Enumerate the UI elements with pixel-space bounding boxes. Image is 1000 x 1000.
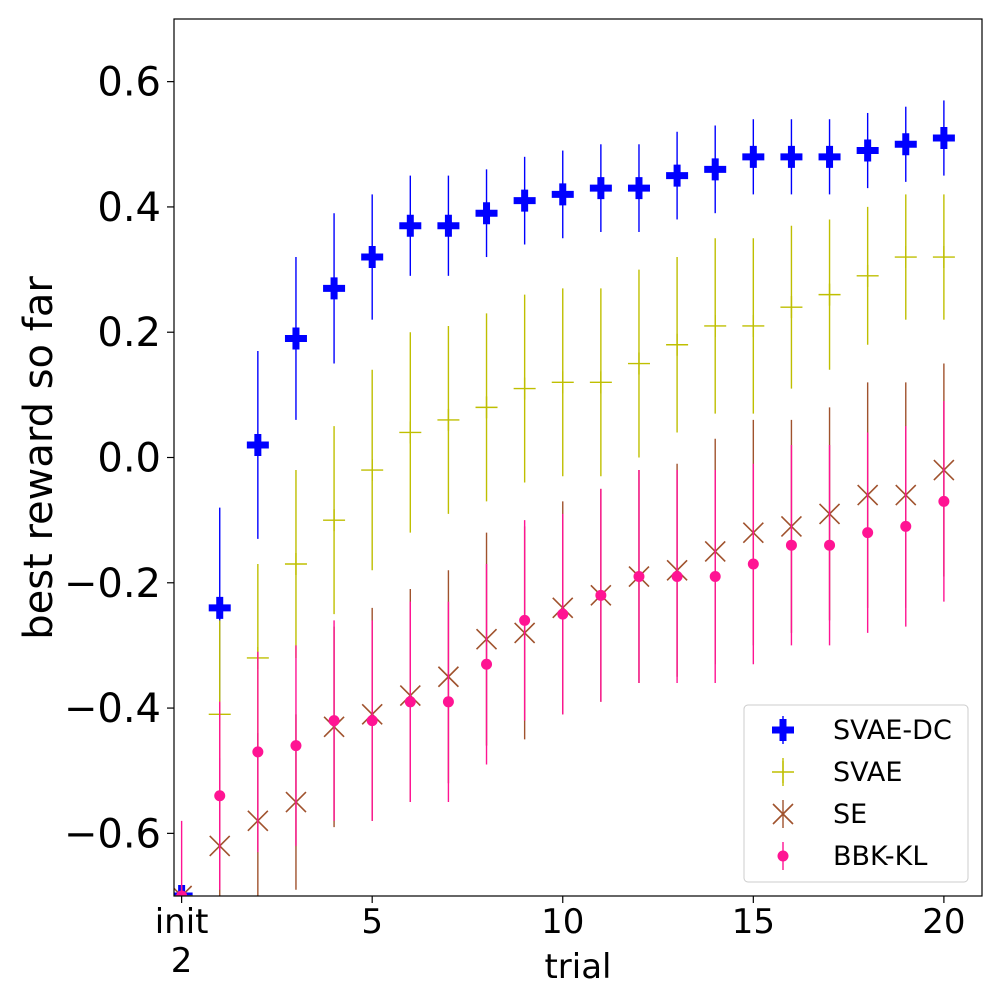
legend-label: SVAE (833, 757, 902, 788)
legend-item: SE (772, 799, 867, 830)
legend-label: BBK-KL (833, 841, 927, 872)
series-svae-dc (174, 100, 955, 896)
data-point (475, 396, 498, 419)
data-point (938, 495, 950, 507)
data-point (932, 246, 955, 269)
data-point (747, 558, 759, 570)
x-tick-label: 20 (922, 902, 965, 942)
x-tick-label: init (155, 902, 209, 942)
legend-marker (772, 761, 794, 783)
data-point (513, 189, 536, 212)
data-point (366, 715, 378, 727)
data-point (252, 746, 264, 758)
data-point (894, 133, 917, 156)
legend-label: SVAE-DC (833, 715, 952, 746)
data-point (284, 327, 307, 350)
data-point (785, 539, 797, 551)
data-point (551, 371, 574, 394)
data-point (174, 885, 193, 896)
data-point (246, 433, 269, 456)
data-point (284, 552, 307, 575)
data-point (290, 740, 302, 752)
data-point (551, 183, 574, 206)
data-point (818, 145, 841, 168)
y-tick-label: −0.6 (64, 811, 161, 857)
series-svae (174, 194, 955, 896)
x-axis-title: trial (544, 947, 611, 987)
plot-area (174, 100, 955, 896)
data-point (557, 608, 569, 620)
data-point (595, 589, 607, 601)
data-point (437, 408, 460, 431)
data-point (704, 158, 727, 181)
data-point (780, 296, 803, 319)
data-point (323, 509, 346, 532)
data-point (361, 459, 384, 482)
legend-item: SVAE (772, 757, 902, 788)
legend-marker (777, 850, 789, 862)
data-point (323, 277, 346, 300)
data-point (404, 696, 416, 708)
data-point (399, 214, 422, 237)
legend-item: BBK-KL (777, 841, 927, 872)
data-point (589, 371, 612, 394)
y-tick-label: 0.6 (97, 60, 161, 106)
legend-item: SVAE-DC (772, 715, 952, 746)
data-point (208, 596, 231, 619)
y-tick-label: −0.2 (64, 561, 161, 607)
data-point (589, 177, 612, 200)
legend-box (743, 704, 969, 883)
data-point (328, 715, 340, 727)
data-point (932, 127, 955, 150)
data-point (666, 333, 689, 356)
legend-marker (772, 803, 794, 825)
data-point (627, 177, 650, 200)
x-tick-label-line2: 2 (171, 941, 193, 981)
data-point (633, 571, 645, 583)
data-point (176, 890, 188, 896)
data-point (361, 246, 384, 269)
data-point (214, 790, 226, 802)
data-point (475, 202, 498, 225)
data-point (742, 145, 765, 168)
x-tick-label: 10 (541, 902, 584, 942)
data-marks (174, 100, 955, 896)
data-point (824, 539, 836, 551)
data-point (481, 658, 493, 670)
data-point (519, 614, 531, 626)
legend-label: SE (833, 799, 867, 830)
data-point (704, 314, 727, 337)
data-point (894, 246, 917, 269)
data-point (742, 314, 765, 337)
data-point (666, 164, 689, 187)
y-tick-label: 0.0 (97, 436, 161, 482)
data-point (399, 421, 422, 444)
data-point (856, 139, 879, 162)
series-bbk-kl (176, 401, 950, 896)
data-point (437, 214, 460, 237)
data-point (442, 696, 454, 708)
y-tick-label: −0.4 (64, 686, 161, 732)
y-axis: 0.6 0.4 0.2 0.0 −0.2 −0.4 −0.6 (64, 60, 174, 857)
y-tick-label: 0.4 (97, 185, 161, 231)
data-point (856, 264, 879, 287)
legend-marker (772, 719, 794, 741)
data-point (900, 520, 912, 532)
y-tick-label: 0.2 (97, 310, 161, 356)
legend: SVAE-DC SVAE SE BBK-KL (743, 704, 969, 883)
data-point (627, 352, 650, 375)
data-point (709, 571, 721, 583)
x-tick-label: 5 (361, 902, 383, 942)
data-point (513, 377, 536, 400)
data-point (671, 571, 683, 583)
data-point (780, 145, 803, 168)
y-axis-title: best reward so far (16, 276, 62, 640)
data-point (818, 283, 841, 306)
data-point (862, 527, 874, 539)
x-tick-label: 15 (732, 902, 775, 942)
